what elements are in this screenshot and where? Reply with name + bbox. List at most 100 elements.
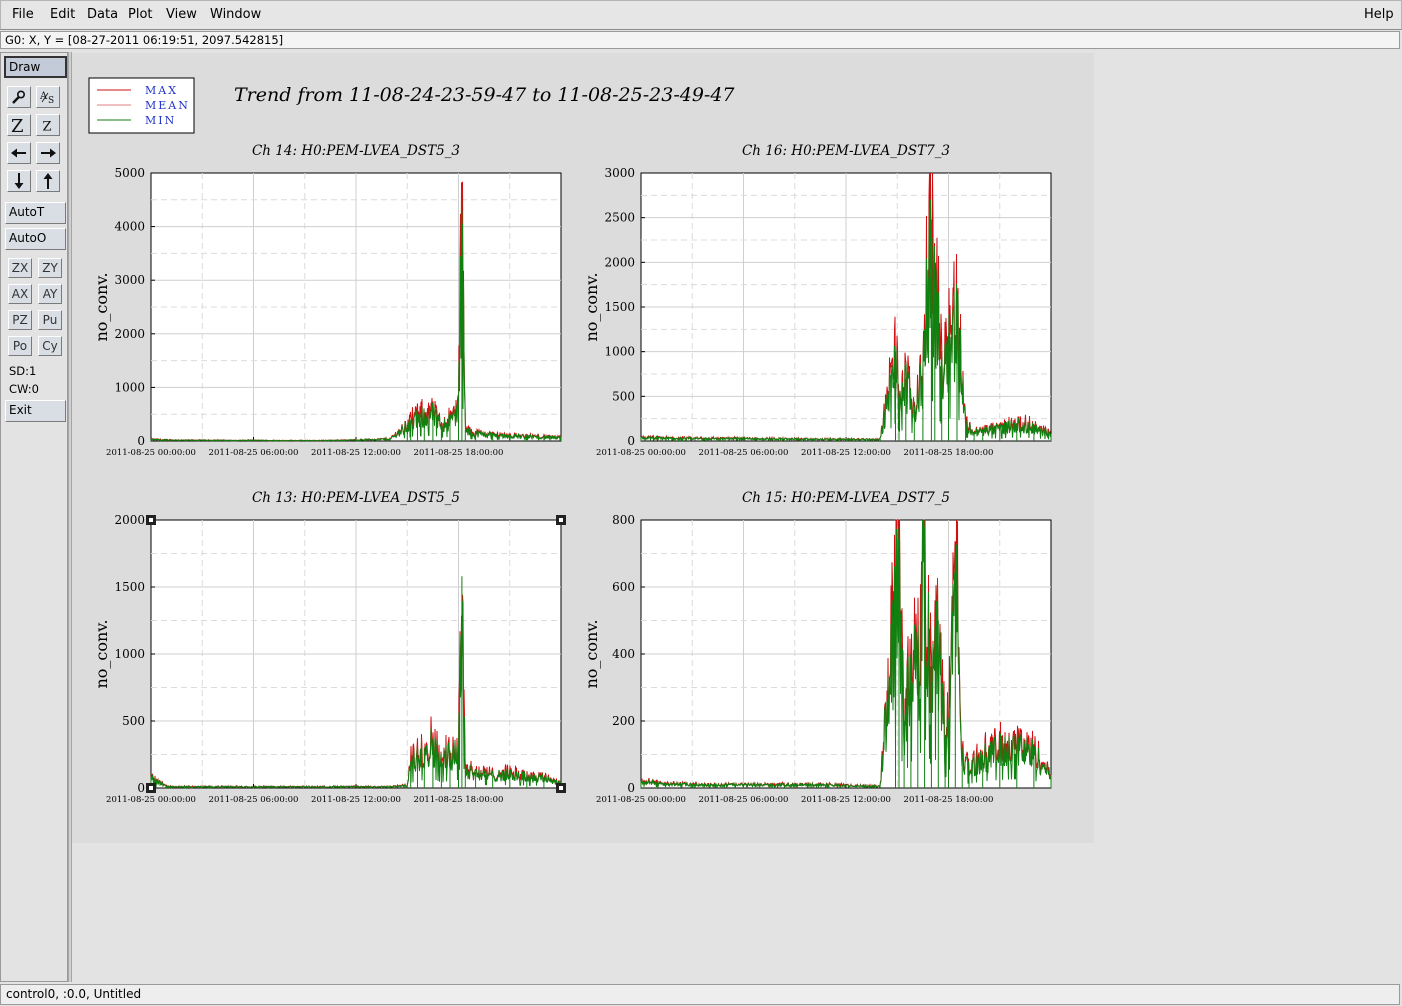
plot-canvas[interactable]: MAX MEAN MIN Trend from 11-08-24-23-59-4…: [72, 53, 1094, 843]
chart-1[interactable]: Ch 14: H0:PEM-LVEA_DST5_3 0 1000 2000 3000 40…: [92, 143, 562, 458]
chart-title: Ch 14: H0:PEM-LVEA_DST5_3: [252, 143, 460, 159]
y-tick-label: 1000: [604, 345, 635, 359]
x-tick-label: 2011-08-25 12:00:00: [801, 448, 891, 458]
cw-label: CW:0: [9, 382, 39, 396]
menu-view[interactable]: View: [166, 7, 197, 22]
legend-label-max: MAX: [145, 84, 178, 97]
ax-button[interactable]: AX: [8, 284, 32, 304]
x-tick-label: 2011-08-25 12:00:00: [801, 795, 891, 805]
menu-plot[interactable]: Plot: [128, 7, 153, 22]
x-tick-label: 2011-08-25 06:00:00: [699, 448, 789, 458]
y-tick-label: 0: [627, 781, 635, 795]
svg-text:Z: Z: [11, 116, 24, 134]
y-axis-label: no_conv.: [582, 272, 601, 341]
x-tick-label: 2011-08-25 18:00:00: [904, 795, 994, 805]
y-tick-label: 1500: [114, 580, 145, 594]
status-bar: control0, :0.0, Untitled: [0, 984, 1400, 1005]
x-tick-label: 2011-08-25 00:00:00: [106, 448, 196, 458]
arrow-down-icon[interactable]: [7, 170, 31, 192]
x-tick-label: 2011-08-25 18:00:00: [414, 795, 504, 805]
menu-help[interactable]: Help: [1364, 7, 1394, 22]
plot-title: Trend from 11-08-24-23-59-47 to 11-08-25…: [234, 84, 735, 106]
y-tick-label: 2000: [114, 513, 145, 527]
y-axis-label: no_conv.: [582, 619, 601, 688]
legend-label-min: MIN: [145, 114, 176, 127]
draw-button[interactable]: Draw: [4, 56, 67, 78]
svg-text:Z: Z: [43, 120, 52, 133]
x-tick-label: 2011-08-25 00:00:00: [106, 795, 196, 805]
y-tick-label: 500: [612, 389, 635, 403]
y-tick-label: 400: [612, 647, 635, 661]
y-axis-label: no_conv.: [92, 619, 111, 688]
cy-button[interactable]: Cy: [38, 336, 62, 356]
y-tick-label: 600: [612, 580, 635, 594]
chart-title: Ch 15: H0:PEM-LVEA_DST7_5: [742, 490, 950, 506]
y-tick-label: 4000: [114, 220, 145, 234]
arrow-right-icon[interactable]: [36, 142, 60, 164]
autot-button[interactable]: AutoT: [5, 202, 66, 224]
sd-label: SD:1: [9, 364, 37, 378]
legend-box: MAX MEAN MIN: [88, 77, 195, 134]
y-tick-label: 0: [627, 434, 635, 448]
series-min: [150, 576, 562, 790]
legend-label-mean: MEAN: [145, 99, 190, 112]
panel-divider[interactable]: [68, 52, 72, 982]
z-large-icon[interactable]: Z: [7, 114, 31, 136]
pu-button[interactable]: Pu: [38, 310, 62, 330]
po-button[interactable]: Po: [8, 336, 32, 356]
magnify-icon[interactable]: [7, 86, 31, 108]
x-tick-label: 2011-08-25 12:00:00: [311, 795, 401, 805]
arrow-up-icon[interactable]: [36, 170, 60, 192]
menu-data[interactable]: Data: [87, 7, 119, 22]
x-tick-label: 2011-08-25 00:00:00: [596, 448, 686, 458]
series-min: [640, 199, 1052, 443]
menu-file[interactable]: File: [12, 7, 34, 22]
x-tick-label: 2011-08-25 18:00:00: [904, 448, 994, 458]
y-tick-label: 800: [612, 513, 635, 527]
y-tick-label: 2500: [604, 211, 635, 225]
y-tick-label: 0: [137, 781, 145, 795]
y-tick-label: 1000: [114, 647, 145, 661]
y-tick-label: 2000: [114, 327, 145, 341]
selection-handle-center: [559, 786, 563, 790]
chart-2[interactable]: Ch 16: H0:PEM-LVEA_DST7_3 0 500 1000 1500 200…: [582, 143, 1052, 458]
y-tick-label: 1500: [604, 300, 635, 314]
ay-button[interactable]: AY: [38, 284, 62, 304]
selection-handle-center: [559, 518, 563, 522]
menu-edit[interactable]: Edit: [50, 7, 76, 22]
selection-handle-center: [149, 518, 153, 522]
y-tick-label: 2000: [604, 255, 635, 269]
zx-button[interactable]: ZX: [8, 258, 32, 278]
menu-bar: File Edit Data Plot View Window Help: [0, 0, 1402, 30]
y-tick-label: 200: [612, 714, 635, 728]
x-tick-label: 2011-08-25 00:00:00: [596, 795, 686, 805]
menu-window[interactable]: Window: [210, 7, 262, 22]
series-min: [150, 187, 562, 443]
y-tick-label: 1000: [114, 380, 145, 394]
coordinate-readout: G0: X, Y = [08-27-2011 06:19:51, 2097.54…: [0, 31, 1400, 49]
svg-text:A: A: [39, 91, 48, 102]
arrow-left-icon[interactable]: [7, 142, 31, 164]
chart-title: Ch 13: H0:PEM-LVEA_DST5_5: [252, 490, 460, 506]
y-tick-label: 3000: [604, 166, 635, 180]
chart-title: Ch 16: H0:PEM-LVEA_DST7_3: [742, 143, 950, 159]
plot-area: MAX MEAN MIN Trend from 11-08-24-23-59-4…: [72, 53, 1094, 843]
z-small-icon[interactable]: Z: [36, 114, 60, 136]
y-tick-label: 5000: [114, 166, 145, 180]
x-tick-label: 2011-08-25 06:00:00: [209, 448, 299, 458]
svg-text:S: S: [48, 96, 54, 105]
x-tick-label: 2011-08-25 06:00:00: [209, 795, 299, 805]
series-min: [640, 519, 1052, 790]
selection-handle-center: [149, 786, 153, 790]
pz-button[interactable]: PZ: [8, 310, 32, 330]
chart-4[interactable]: Ch 15: H0:PEM-LVEA_DST7_5 0 200 400 600 800 20…: [582, 490, 1052, 805]
chart-3[interactable]: Ch 13: H0:PEM-LVEA_DST5_5 0 500 1000 1500 200…: [92, 490, 566, 805]
y-tick-label: 3000: [114, 273, 145, 287]
y-tick-label: 500: [122, 714, 145, 728]
zy-button[interactable]: ZY: [38, 258, 62, 278]
y-axis-label: no_conv.: [92, 272, 111, 341]
autoo-button[interactable]: AutoO: [5, 228, 66, 250]
exit-button[interactable]: Exit: [5, 400, 66, 422]
